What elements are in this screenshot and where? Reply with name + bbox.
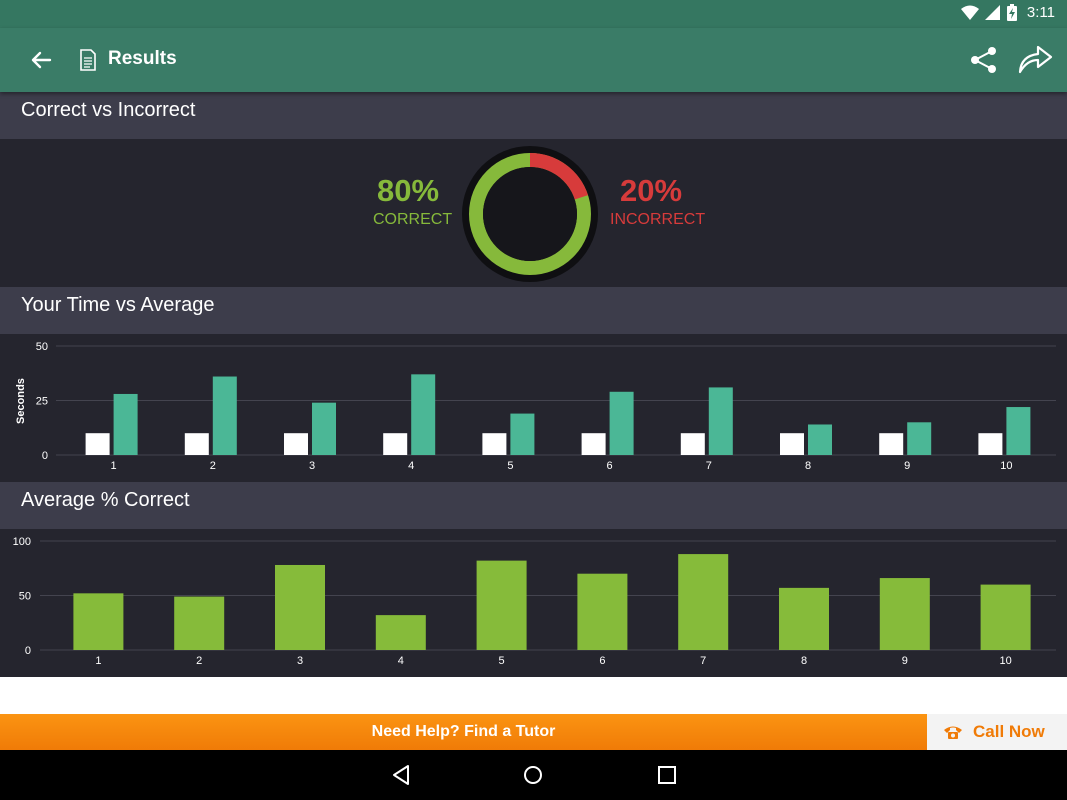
your-time-bar bbox=[978, 433, 1003, 455]
x-tick-label: 9 bbox=[904, 460, 910, 472]
recents-square-icon[interactable] bbox=[656, 764, 678, 786]
average-chart-area: 0 50 100 1 2 3 4 5 6 7 8 9 10 bbox=[0, 529, 1067, 677]
average-time-bar bbox=[907, 422, 932, 455]
x-tick-label: 2 bbox=[196, 655, 202, 667]
x-tick-label: 1 bbox=[95, 655, 101, 667]
average-correct-bar bbox=[577, 573, 628, 650]
your-time-bar bbox=[383, 433, 408, 455]
your-time-bar bbox=[879, 433, 904, 455]
status-time: 3:11 bbox=[1026, 4, 1055, 21]
y-tick-label: 50 bbox=[36, 341, 48, 353]
x-tick-label: 10 bbox=[999, 655, 1011, 667]
back-arrow-icon[interactable] bbox=[26, 46, 56, 74]
average-correct-bar bbox=[73, 593, 124, 650]
x-tick-label: 5 bbox=[507, 460, 513, 472]
average-time-bar bbox=[808, 424, 832, 455]
time-chart-area: 0 25 50 Seconds 1 2 3 4 5 6 7 8 9 10 bbox=[0, 334, 1067, 482]
wifi-icon bbox=[960, 5, 979, 20]
average-time-bar bbox=[312, 402, 336, 455]
section-header-correct: Correct vs Incorrect bbox=[0, 92, 1067, 139]
average-correct-bar bbox=[980, 584, 1031, 650]
your-time-bar bbox=[184, 433, 209, 455]
find-tutor-button[interactable]: Need Help? Find a Tutor bbox=[0, 714, 927, 750]
average-correct-bar bbox=[879, 578, 930, 650]
average-time-bar bbox=[510, 413, 535, 455]
x-tick-label: 5 bbox=[499, 655, 505, 667]
section-header-time: Your Time vs Average bbox=[0, 287, 1067, 334]
y-tick-label: 25 bbox=[36, 396, 48, 408]
your-time-bar bbox=[482, 433, 507, 455]
your-time-bar bbox=[780, 433, 804, 455]
your-time-bar bbox=[581, 433, 606, 455]
average-correct-bar bbox=[275, 564, 325, 650]
average-correct-bar bbox=[678, 554, 729, 650]
x-tick-label: 7 bbox=[706, 460, 712, 472]
x-tick-label: 9 bbox=[902, 655, 908, 667]
battery-charging-icon bbox=[1006, 4, 1017, 21]
correct-donut-chart bbox=[462, 146, 598, 282]
average-correct-bar bbox=[375, 615, 426, 650]
your-time-bar bbox=[85, 433, 110, 455]
x-tick-label: 8 bbox=[805, 460, 811, 472]
call-now-label: Call Now bbox=[973, 722, 1045, 741]
find-tutor-label: Need Help? Find a Tutor bbox=[371, 723, 556, 740]
average-bar-chart: 0 50 100 1 2 3 4 5 6 7 8 9 10 bbox=[13, 536, 1056, 667]
x-tick-label: 3 bbox=[309, 460, 315, 472]
correct-percent: 80% bbox=[377, 173, 440, 208]
y-tick-label: 0 bbox=[25, 645, 31, 657]
y-tick-label: 0 bbox=[42, 450, 48, 462]
share-icon[interactable] bbox=[968, 44, 1000, 76]
incorrect-percent: 20% bbox=[620, 173, 683, 208]
home-circle-icon[interactable] bbox=[522, 764, 544, 786]
status-bar: 3:11 bbox=[0, 0, 1067, 28]
phone-icon bbox=[944, 726, 962, 739]
average-time-bar bbox=[212, 376, 237, 455]
x-tick-label: 4 bbox=[398, 655, 404, 667]
time-bar-chart: 0 25 50 Seconds 1 2 3 4 5 6 7 8 9 10 bbox=[15, 341, 1056, 472]
donut-incorrect-arc bbox=[529, 153, 589, 200]
ad-spacer bbox=[0, 677, 1067, 714]
x-tick-label: 8 bbox=[801, 655, 807, 667]
correct-label: CORRECT bbox=[373, 211, 453, 228]
results-content: Correct vs Incorrect 80% CORRECT 20% INC… bbox=[0, 92, 1067, 677]
average-time-bar bbox=[1006, 407, 1031, 455]
average-time-bar bbox=[113, 393, 138, 455]
section-header-average: Average % Correct bbox=[0, 482, 1067, 529]
app-bar: Results bbox=[0, 28, 1067, 92]
signal-icon bbox=[984, 4, 1000, 20]
system-nav-bar bbox=[0, 750, 1067, 800]
call-now-button[interactable]: Call Now bbox=[927, 714, 1067, 750]
x-tick-label: 3 bbox=[297, 655, 303, 667]
your-time-bar bbox=[284, 433, 308, 455]
document-icon bbox=[80, 49, 96, 71]
page-title: Results bbox=[108, 48, 177, 69]
x-tick-label: 2 bbox=[210, 460, 216, 472]
y-tick-label: 50 bbox=[19, 591, 31, 603]
average-correct-bar bbox=[174, 596, 225, 650]
your-time-bar bbox=[680, 433, 705, 455]
x-tick-label: 4 bbox=[408, 460, 414, 472]
average-correct-bar bbox=[476, 560, 527, 650]
average-time-bar bbox=[708, 387, 733, 455]
y-axis-label: Seconds bbox=[15, 378, 27, 424]
forward-icon[interactable] bbox=[1016, 42, 1054, 76]
average-correct-bar bbox=[779, 587, 829, 650]
x-tick-label: 7 bbox=[700, 655, 706, 667]
x-tick-label: 1 bbox=[111, 460, 117, 472]
average-time-bar bbox=[411, 374, 436, 455]
back-triangle-icon[interactable] bbox=[390, 764, 412, 786]
incorrect-label: INCORRECT bbox=[610, 211, 706, 228]
y-tick-label: 100 bbox=[13, 536, 31, 548]
x-tick-label: 6 bbox=[599, 655, 605, 667]
x-tick-label: 6 bbox=[607, 460, 613, 472]
x-tick-label: 10 bbox=[1000, 460, 1012, 472]
average-time-bar bbox=[609, 391, 634, 455]
correct-summary: 80% CORRECT 20% INCORRECT bbox=[0, 139, 1067, 287]
